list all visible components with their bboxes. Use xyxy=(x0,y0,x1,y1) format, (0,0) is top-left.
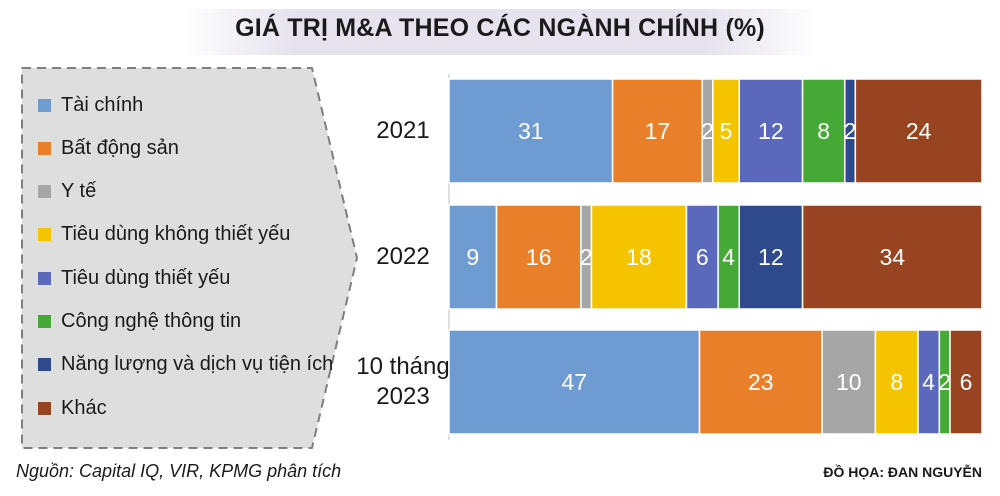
data-label: 31 xyxy=(518,118,544,144)
data-label: 6 xyxy=(960,369,973,395)
legend-label: Tài chính xyxy=(61,93,144,116)
bar-segment xyxy=(590,204,688,310)
title-band xyxy=(180,9,820,55)
legend-swatch xyxy=(38,228,51,242)
bar-segment xyxy=(949,329,983,435)
bar-segment xyxy=(874,329,919,435)
bar-segment xyxy=(448,204,498,310)
data-label: 8 xyxy=(890,369,903,395)
data-label: 4 xyxy=(722,244,735,270)
legend-item: Công nghệ thông tin xyxy=(38,309,241,335)
bar-segment xyxy=(698,329,823,435)
bar-segment xyxy=(611,78,704,184)
legend-swatch xyxy=(38,315,51,328)
bar-segment xyxy=(821,329,877,435)
legend-label: Tiêu dùng không thiết yếu xyxy=(61,223,291,246)
legend-item: Y tế xyxy=(38,179,96,205)
legend-item: Bất động sản xyxy=(38,135,179,161)
legend-label: Bất động sản xyxy=(61,136,179,159)
chart-title: GIÁ TRỊ M&A THEO CÁC NGÀNH CHÍNH (%) xyxy=(235,14,765,42)
legend-swatch xyxy=(38,358,51,372)
data-label: 9 xyxy=(466,244,479,270)
legend-label: Y tế xyxy=(61,180,97,203)
category-label-line: 2022 xyxy=(376,243,430,270)
bar-segment xyxy=(448,329,701,435)
data-label: 18 xyxy=(626,244,652,270)
data-label: 34 xyxy=(879,244,905,270)
data-label: 23 xyxy=(748,369,774,395)
legend-swatch xyxy=(38,141,51,155)
category-label: 2021 xyxy=(338,116,468,146)
legend-label: Công nghệ thông tin xyxy=(61,310,242,332)
data-label: 10 xyxy=(836,369,862,395)
bar-segment xyxy=(801,204,983,310)
data-label: 4 xyxy=(922,369,935,395)
data-label: 2 xyxy=(580,244,593,270)
bar-segment xyxy=(738,78,804,184)
data-label: 16 xyxy=(526,244,552,270)
bar-segment xyxy=(495,204,582,310)
legend-swatch xyxy=(38,401,51,415)
data-label: 2 xyxy=(938,369,951,395)
category-label-line: 2023 xyxy=(376,383,430,410)
bar-segment xyxy=(854,78,983,184)
legend-item: Tiêu dùng không thiết yếu xyxy=(38,222,290,248)
bar-segment xyxy=(738,204,804,310)
category-label: 2022 xyxy=(338,242,468,272)
data-label: 17 xyxy=(645,118,671,144)
data-label: 6 xyxy=(696,244,709,270)
data-label: 12 xyxy=(758,244,784,270)
bar-segment xyxy=(448,78,614,184)
legend-item: Tiêu dùng thiết yếu xyxy=(38,265,230,291)
data-label: 12 xyxy=(758,118,784,144)
data-label: 5 xyxy=(720,118,733,144)
legend-item: Tài chính xyxy=(38,92,143,118)
legend-swatch xyxy=(38,271,51,285)
category-label-line: 2021 xyxy=(376,117,430,144)
data-label: 2 xyxy=(844,118,857,144)
legend-label: Khác xyxy=(61,396,107,419)
legend-label: Tiêu dùng thiết yếu xyxy=(61,266,231,289)
category-label-line: 10 tháng xyxy=(356,353,450,380)
legend-item: Năng lượng và dịch vụ tiện ích xyxy=(38,352,333,378)
data-label: 47 xyxy=(561,369,587,395)
data-label: 24 xyxy=(906,118,932,144)
bar-segment xyxy=(685,204,719,310)
data-label: 2 xyxy=(701,118,714,144)
source-note: Nguồn: Capital IQ, VIR, KPMG phân tích xyxy=(16,461,342,481)
legend-swatch xyxy=(38,185,51,199)
bar-segment xyxy=(712,78,740,184)
legend-swatch xyxy=(38,98,51,112)
graphics-credit: ĐỒ HỌA: ĐAN NGUYỄN xyxy=(823,464,982,480)
legend-label: Năng lượng và dịch vụ tiện ích xyxy=(61,353,334,376)
category-label: 10 tháng 2023 xyxy=(338,352,468,412)
legend-item: Khác xyxy=(38,395,107,421)
data-label: 8 xyxy=(817,118,830,144)
